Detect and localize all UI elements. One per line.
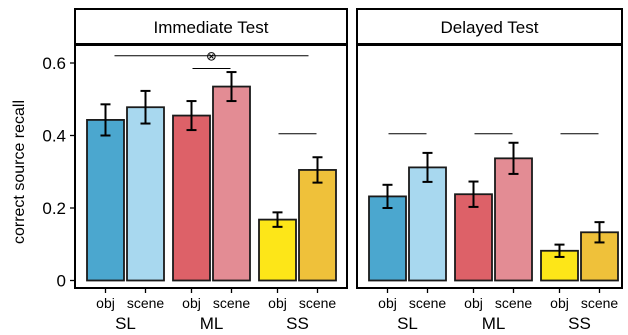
bar-SL-obj <box>368 195 407 282</box>
group-label-SS: SS <box>286 314 309 333</box>
x-tick-label: obj <box>464 295 483 311</box>
panel-title: Immediate Test <box>154 18 269 37</box>
panel-strip <box>74 8 348 45</box>
y-axis-title: correct source recall <box>11 100 28 244</box>
bar-ML-obj <box>454 193 493 282</box>
group-label-ML: ML <box>482 314 506 333</box>
significance-symbol: ⊗ <box>206 49 217 64</box>
group-label-SL: SL <box>397 314 418 333</box>
group-label-SS: SS <box>568 314 591 333</box>
y-tick-label: 0.2 <box>42 199 66 218</box>
x-tick-label: obj <box>378 295 397 311</box>
bar-SS-obj <box>258 218 297 282</box>
panel-title: Delayed Test <box>441 18 539 37</box>
x-tick-label: scene <box>127 295 165 311</box>
panel-frame <box>74 44 348 289</box>
x-tick-label: scene <box>581 295 619 311</box>
group-label-SL: SL <box>115 314 136 333</box>
y-axis: 0 0.2 0.4 0.6 <box>42 54 75 291</box>
x-tick-label: obj <box>550 295 569 311</box>
x-tick-label: scene <box>213 295 251 311</box>
x-tick-label: scene <box>299 295 337 311</box>
x-tick-label: obj <box>268 295 287 311</box>
x-tick-label: scene <box>409 295 447 311</box>
group-label-ML: ML <box>200 314 224 333</box>
y-tick-label: 0.4 <box>42 127 66 146</box>
bar-SL-scene <box>408 166 447 282</box>
y-tick-label: 0 <box>57 272 66 291</box>
y-tick-label: 0.6 <box>42 54 66 73</box>
x-tick-label: obj <box>182 295 201 311</box>
bar-ML-scene <box>494 157 533 282</box>
bar-SS-scene <box>298 169 337 282</box>
x-tick-label: obj <box>96 295 115 311</box>
bar-SL-scene <box>126 106 165 282</box>
x-tick-label: scene <box>495 295 533 311</box>
bar-ML-obj <box>172 114 211 282</box>
panel-frame <box>356 44 623 289</box>
bar-SL-obj <box>86 119 125 282</box>
bar-ML-scene <box>212 85 251 282</box>
